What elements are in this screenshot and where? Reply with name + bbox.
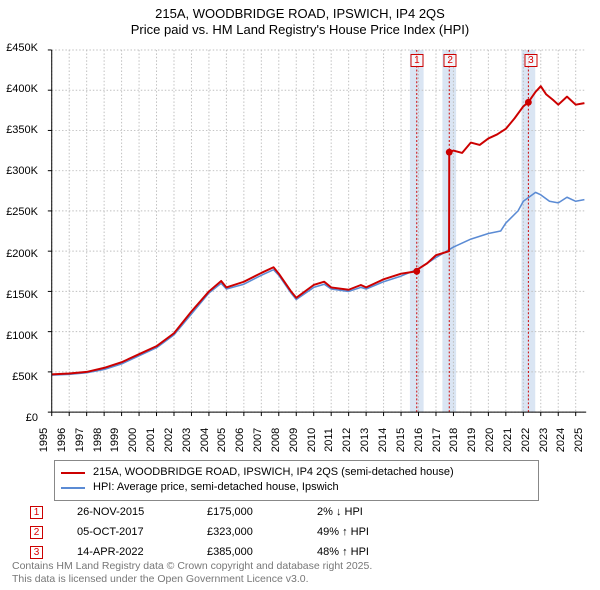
x-tick-label: 2022: [520, 425, 532, 455]
legend-label: HPI: Average price, semi-detached house,…: [93, 480, 339, 495]
y-tick-label: £200K: [0, 248, 38, 260]
legend-swatch: [61, 487, 85, 489]
sale-pct: 49% ↑ HPI: [317, 526, 437, 538]
sale-pct: 2% ↓ HPI: [317, 506, 437, 518]
x-tick-label: 1998: [92, 425, 104, 455]
x-tick-label: 1995: [38, 425, 50, 455]
x-tick-label: 2010: [306, 425, 318, 455]
x-tick-label: 2002: [163, 425, 175, 455]
y-tick-label: £0: [0, 412, 38, 424]
y-tick-label: £400K: [0, 83, 38, 95]
x-tick-label: 2023: [538, 425, 550, 455]
title-block: 215A, WOODBRIDGE ROAD, IPSWICH, IP4 2QS …: [0, 0, 600, 39]
chart-svg: [44, 48, 590, 418]
attribution: Contains HM Land Registry data © Crown c…: [12, 560, 372, 586]
chart-container: 215A, WOODBRIDGE ROAD, IPSWICH, IP4 2QS …: [0, 0, 600, 590]
x-tick-label: 2013: [359, 425, 371, 455]
legend-row: HPI: Average price, semi-detached house,…: [61, 480, 532, 495]
title-line-2: Price paid vs. HM Land Registry's House …: [0, 22, 600, 38]
y-tick-label: £50K: [0, 371, 38, 383]
sale-row: 1 26-NOV-2015£175,0002% ↓ HPI: [30, 502, 437, 522]
sale-marker-box: 1: [410, 54, 423, 67]
sale-row: 2 05-OCT-2017£323,00049% ↑ HPI: [30, 522, 437, 542]
y-tick-label: £250K: [0, 206, 38, 218]
y-tick-label: £350K: [0, 124, 38, 136]
x-tick-label: 2007: [252, 425, 264, 455]
x-tick-label: 2012: [341, 425, 353, 455]
legend-label: 215A, WOODBRIDGE ROAD, IPSWICH, IP4 2QS …: [93, 465, 454, 480]
x-tick-label: 2011: [323, 425, 335, 455]
x-tick-label: 1999: [109, 425, 121, 455]
legend-box: 215A, WOODBRIDGE ROAD, IPSWICH, IP4 2QS …: [54, 460, 539, 501]
sales-table: 1 26-NOV-2015£175,0002% ↓ HPI 2 05-OCT-2017…: [30, 502, 437, 562]
x-tick-label: 2015: [395, 425, 407, 455]
sale-marker-box: 2: [444, 54, 457, 67]
chart-area: £0£50K£100K£150K£200K£250K£300K£350K£400…: [44, 48, 590, 418]
x-tick-label: 2017: [431, 425, 443, 455]
x-tick-label: 2019: [466, 425, 478, 455]
legend-swatch: [61, 472, 85, 474]
x-tick-label: 2024: [555, 425, 567, 455]
x-tick-label: 2006: [234, 425, 246, 455]
x-tick-label: 2020: [484, 425, 496, 455]
x-tick-label: 2008: [270, 425, 282, 455]
x-tick-label: 2016: [413, 425, 425, 455]
sale-row-marker: 1: [30, 506, 43, 519]
y-tick-label: £450K: [0, 42, 38, 54]
sale-price: £323,000: [207, 526, 317, 538]
attribution-line-1: Contains HM Land Registry data © Crown c…: [12, 560, 372, 573]
x-tick-label: 2021: [502, 425, 514, 455]
y-tick-label: £100K: [0, 330, 38, 342]
sale-pct: 48% ↑ HPI: [317, 546, 437, 558]
x-tick-label: 2003: [181, 425, 193, 455]
legend-row: 215A, WOODBRIDGE ROAD, IPSWICH, IP4 2QS …: [61, 465, 532, 480]
x-tick-label: 2018: [448, 425, 460, 455]
sale-marker-box: 3: [524, 54, 537, 67]
y-tick-label: £150K: [0, 289, 38, 301]
x-tick-label: 1997: [74, 425, 86, 455]
x-tick-label: 2001: [145, 425, 157, 455]
x-tick-label: 2005: [216, 425, 228, 455]
sale-date: 14-APR-2022: [77, 546, 207, 558]
x-tick-label: 2025: [573, 425, 585, 455]
attribution-line-2: This data is licensed under the Open Gov…: [12, 573, 372, 586]
x-tick-label: 1996: [56, 425, 68, 455]
x-tick-label: 2004: [199, 425, 211, 455]
title-line-1: 215A, WOODBRIDGE ROAD, IPSWICH, IP4 2QS: [0, 6, 600, 22]
sale-date: 26-NOV-2015: [77, 506, 207, 518]
sale-price: £175,000: [207, 506, 317, 518]
sale-row-marker: 2: [30, 526, 43, 539]
x-tick-label: 2000: [127, 425, 139, 455]
sale-price: £385,000: [207, 546, 317, 558]
sale-row-marker: 3: [30, 546, 43, 559]
x-tick-label: 2009: [288, 425, 300, 455]
y-tick-label: £300K: [0, 165, 38, 177]
sale-date: 05-OCT-2017: [77, 526, 207, 538]
x-tick-label: 2014: [377, 425, 389, 455]
